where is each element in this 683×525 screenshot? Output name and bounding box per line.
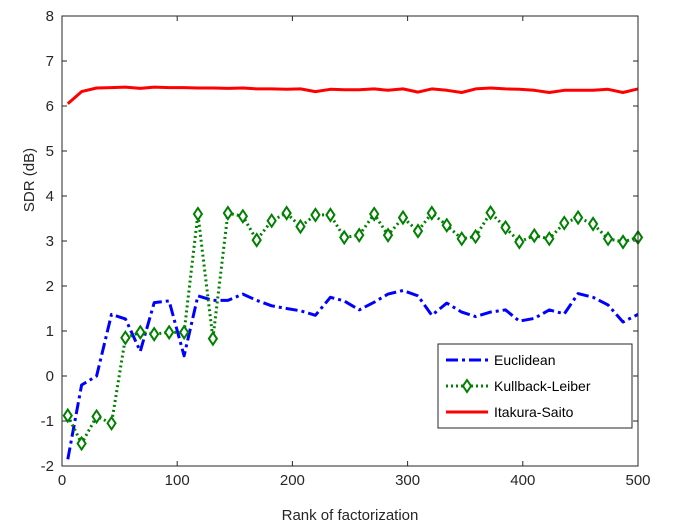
data-point-kullback-leiber	[91, 408, 102, 425]
data-point-kullback-leiber	[339, 229, 350, 246]
data-point-kullback-leiber	[135, 324, 146, 341]
data-point-kullback-leiber	[207, 330, 219, 347]
data-point-kullback-leiber	[368, 206, 380, 222]
x-tick-label: 200	[280, 472, 305, 489]
y-tick-label: 0	[46, 368, 54, 385]
data-point-kullback-leiber	[62, 407, 73, 424]
y-tick-label: 6	[46, 98, 54, 115]
data-point-kullback-leiber	[397, 209, 409, 226]
data-point-kullback-leiber	[237, 208, 249, 225]
y-tick-label: -2	[41, 458, 54, 475]
data-point-kullback-leiber	[572, 209, 584, 226]
data-point-kullback-leiber	[295, 218, 306, 235]
y-tick-label: 8	[46, 8, 54, 25]
data-point-kullback-leiber	[148, 326, 160, 342]
data-point-kullback-leiber	[470, 228, 481, 245]
data-point-kullback-leiber	[514, 234, 525, 250]
data-point-kullback-leiber	[266, 212, 277, 229]
data-point-kullback-leiber	[106, 415, 117, 432]
series-layer	[62, 85, 644, 460]
y-tick-label: 3	[46, 233, 54, 250]
x-tick-label: 500	[625, 472, 650, 489]
legend: Euclidean Kullback-Leiber Itakura-Saito	[437, 343, 633, 429]
x-axis-title: Rank of factorization	[282, 507, 419, 524]
data-point-kullback-leiber	[441, 217, 452, 234]
legend-label-kullback-leiber: Kullback-Leiber	[494, 378, 591, 394]
data-point-kullback-leiber	[456, 230, 467, 247]
legend-marker-kullback-leiber	[461, 378, 473, 394]
y-tick-label: 1	[46, 323, 54, 340]
y-tick-label: 2	[46, 278, 54, 295]
data-point-kullback-leiber	[354, 227, 365, 243]
data-point-kullback-leiber	[325, 207, 336, 223]
data-point-kullback-leiber	[485, 204, 496, 221]
x-tick-label: 400	[510, 472, 535, 489]
x-tick-label: 0	[58, 472, 66, 489]
data-point-kullback-leiber	[251, 232, 262, 248]
data-point-kullback-leiber	[222, 205, 234, 221]
x-tick-label: 100	[165, 472, 190, 489]
data-point-kullback-leiber	[178, 324, 190, 341]
data-point-kullback-leiber	[76, 435, 87, 452]
y-tick-label: 5	[46, 143, 54, 160]
x-tick-label: 300	[395, 472, 420, 489]
series-line-euclidean	[66, 289, 639, 460]
data-point-kullback-leiber	[500, 219, 511, 236]
y-tick-label: 7	[46, 53, 54, 70]
data-point-kullback-leiber	[544, 230, 555, 247]
data-point-kullback-leiber	[163, 324, 175, 341]
data-point-kullback-leiber	[281, 205, 292, 221]
series-line-itakura-saito	[66, 85, 639, 105]
data-point-kullback-leiber	[587, 216, 599, 232]
legend-label-itakura-saito: Itakura-Saito	[494, 404, 574, 420]
data-point-kullback-leiber	[192, 206, 204, 222]
data-point-kullback-leiber	[602, 230, 614, 247]
axes-layer: 0 100 200 300 400 500 -2 -1 0 1 2 3 4 5 6 7 8	[41, 8, 651, 489]
data-point-kullback-leiber	[617, 234, 629, 250]
data-point-kullback-leiber	[412, 223, 424, 239]
data-point-kullback-leiber	[382, 227, 394, 243]
data-point-kullback-leiber	[559, 215, 570, 231]
legend-label-euclidean: Euclidean	[494, 352, 556, 368]
y-tick-label: 4	[46, 188, 54, 205]
data-point-kullback-leiber	[426, 205, 437, 221]
data-point-kullback-leiber	[529, 227, 540, 244]
data-point-kullback-leiber	[120, 329, 131, 346]
y-axis-title: SDR (dB)	[21, 148, 38, 212]
data-point-kullback-leiber	[310, 207, 321, 223]
y-tick-label: -1	[41, 413, 54, 430]
